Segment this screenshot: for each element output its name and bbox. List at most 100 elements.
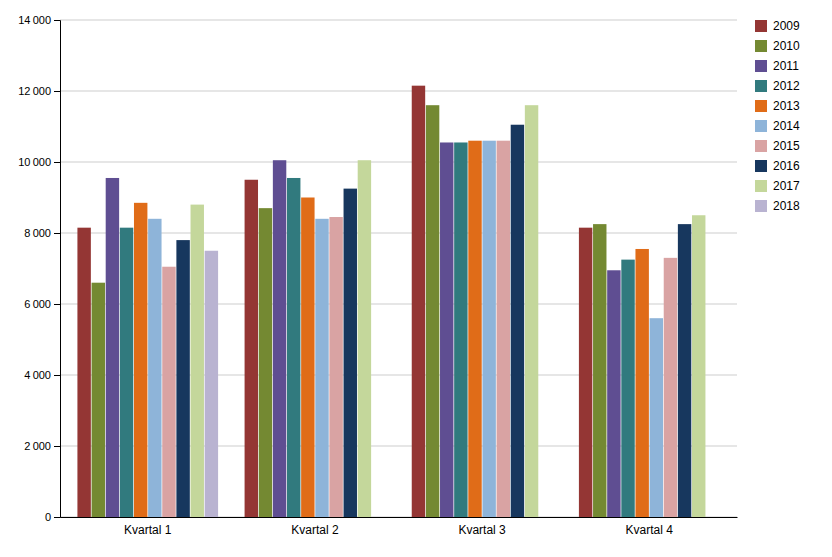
y-tick: 6 000 xyxy=(24,298,60,310)
legend-item: 2016 xyxy=(755,159,800,173)
legend-swatch xyxy=(755,80,767,92)
y-tick: 2 000 xyxy=(24,440,60,452)
bar xyxy=(650,318,663,517)
legend-item: 2018 xyxy=(755,199,800,213)
tick-mark xyxy=(54,446,60,447)
legend-label: 2009 xyxy=(773,19,800,33)
bar xyxy=(440,142,453,517)
legend-label: 2017 xyxy=(773,179,800,193)
legend-label: 2012 xyxy=(773,79,800,93)
bar xyxy=(482,141,495,517)
bar-series xyxy=(191,105,706,517)
bar xyxy=(635,249,648,517)
legend-item: 2017 xyxy=(755,179,800,193)
bar xyxy=(607,270,620,517)
grid-line xyxy=(60,517,737,518)
bar-series xyxy=(162,141,677,517)
bar xyxy=(511,125,524,517)
legend-swatch xyxy=(755,60,767,72)
bar xyxy=(372,517,385,518)
bar xyxy=(621,260,634,517)
tick-mark xyxy=(54,233,60,234)
tick-mark xyxy=(54,517,60,518)
x-tick: Kvartal 2 xyxy=(291,523,339,537)
bar xyxy=(454,142,467,517)
y-tick: 10 000 xyxy=(18,156,60,168)
bar xyxy=(315,219,328,517)
grid-line xyxy=(60,20,737,21)
legend-label: 2010 xyxy=(773,39,800,53)
bar xyxy=(692,215,705,517)
bar xyxy=(273,160,286,517)
bar xyxy=(426,105,439,517)
y-tick: 8 000 xyxy=(24,227,60,239)
tick-label: Kvartal 1 xyxy=(124,523,172,537)
legend-item: 2013 xyxy=(755,99,800,113)
legend-label: 2016 xyxy=(773,159,800,173)
legend-item: 2015 xyxy=(755,139,800,153)
grid-line xyxy=(60,304,737,305)
chart: 0 2 000 4 000 6 000 8 000 10 000 12 000 14 000 K… xyxy=(0,0,832,557)
tick-mark xyxy=(54,304,60,305)
axis-domain xyxy=(61,517,738,518)
plot: 0 2 000 4 000 6 000 8 000 10 000 12 000 14 000 K… xyxy=(18,14,737,537)
x-tick: Kvartal 3 xyxy=(458,523,506,537)
legend-swatch xyxy=(755,160,767,172)
bar xyxy=(344,189,357,517)
grid xyxy=(60,20,737,517)
bar-series xyxy=(106,142,621,517)
bar xyxy=(664,258,677,517)
legend-swatch xyxy=(755,180,767,192)
bar xyxy=(525,105,538,517)
tick-label: 6 000 xyxy=(24,298,51,310)
bar xyxy=(120,228,133,517)
bar xyxy=(301,198,314,518)
grid-line xyxy=(60,446,737,447)
legend-swatch xyxy=(755,120,767,132)
legend-item: 2009 xyxy=(755,19,800,33)
legend: 2009 2010 2011 2012 2013 2014 2015 2016 2017 2018 xyxy=(755,19,800,213)
legend-item: 2011 xyxy=(755,59,799,73)
bar xyxy=(329,217,342,517)
bar xyxy=(106,178,119,517)
legend-swatch xyxy=(755,20,767,32)
tick-label: 12 000 xyxy=(18,85,51,97)
bar xyxy=(205,251,218,517)
bar xyxy=(259,208,272,517)
bar xyxy=(162,267,175,517)
legend-item: 2014 xyxy=(755,119,800,133)
bar xyxy=(176,240,189,517)
tick-mark xyxy=(54,20,60,21)
legend-item: 2010 xyxy=(755,39,800,53)
grid-line xyxy=(60,162,737,163)
tick-label: Kvartal 2 xyxy=(291,523,339,537)
tick-mark xyxy=(54,91,60,92)
legend-swatch xyxy=(755,40,767,52)
bar xyxy=(245,180,258,517)
tick-label: 10 000 xyxy=(18,156,51,168)
bar xyxy=(593,224,606,517)
legend-label: 2018 xyxy=(773,199,800,213)
y-axis: 0 2 000 4 000 6 000 8 000 10 000 12 000 14 000 xyxy=(18,14,60,523)
bar xyxy=(412,86,425,517)
bar xyxy=(134,203,147,517)
legend-item: 2012 xyxy=(755,79,800,93)
bar xyxy=(579,228,592,517)
tick-label: 0 xyxy=(45,511,51,523)
tick-mark xyxy=(54,375,60,376)
legend-label: 2011 xyxy=(773,59,799,73)
tick-label: Kvartal 3 xyxy=(458,523,506,537)
tick-label: 4 000 xyxy=(24,369,51,381)
tick-label: Kvartal 4 xyxy=(626,523,674,537)
x-tick: Kvartal 4 xyxy=(626,523,674,537)
bar-series xyxy=(148,141,663,517)
grid-line xyxy=(60,233,737,234)
bars xyxy=(77,86,705,517)
bar xyxy=(358,160,371,517)
legend-swatch xyxy=(755,200,767,212)
bar xyxy=(92,283,105,517)
x-tick: Kvartal 1 xyxy=(124,523,172,537)
tick-label: 14 000 xyxy=(18,14,51,26)
axis-domain xyxy=(54,21,61,518)
bar-series xyxy=(134,141,649,517)
